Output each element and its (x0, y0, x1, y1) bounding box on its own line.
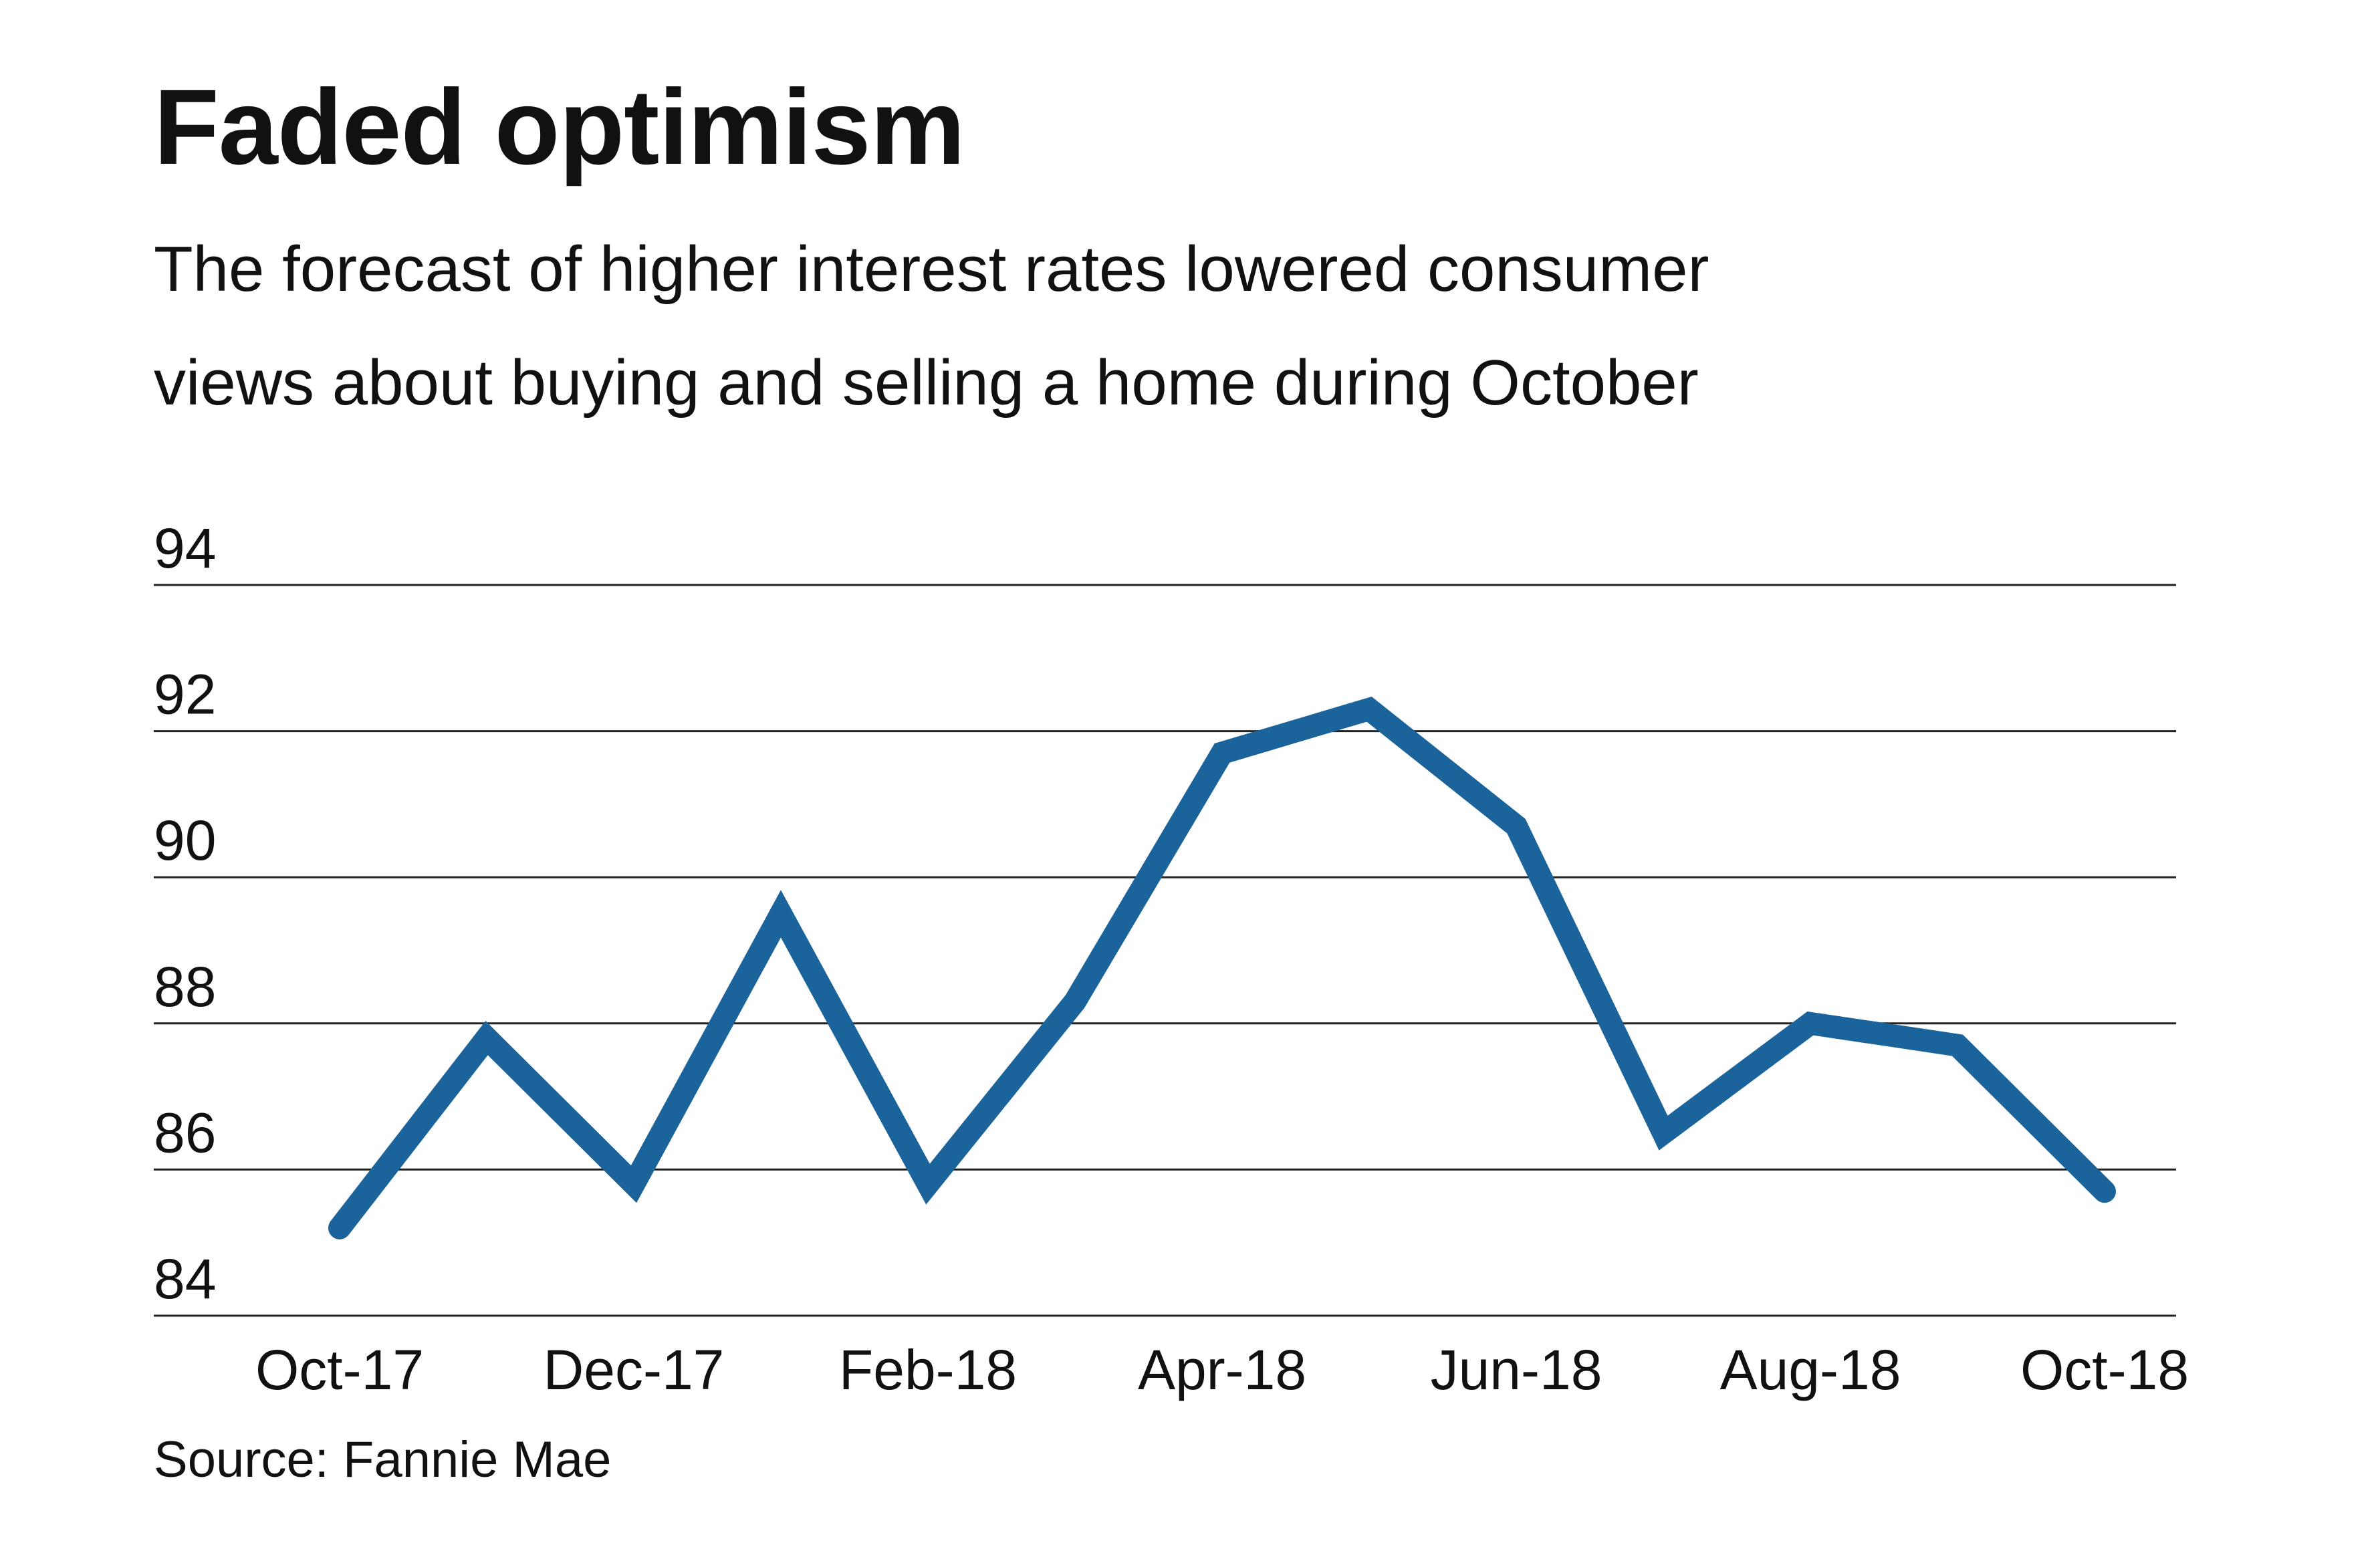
data-point (1221, 751, 1223, 755)
data-point (1809, 1022, 1812, 1025)
data-point (2103, 1190, 2106, 1193)
data-point (1074, 1000, 1076, 1003)
x-tick-label: Apr-18 (1138, 1338, 1306, 1401)
x-tick-label: Jun-18 (1431, 1338, 1602, 1401)
data-point (1956, 1044, 1959, 1047)
gridlines (154, 584, 2176, 1317)
y-axis-ticks: 84 86 88 90 92 94 (154, 517, 216, 1310)
data-point (780, 912, 782, 915)
y-tick-label: 84 (154, 1247, 216, 1310)
x-tick-label: Feb-18 (839, 1338, 1017, 1401)
x-tick-label: Dec-17 (544, 1338, 725, 1401)
series-line (328, 696, 2116, 1239)
source-note: Source: Fannie Mae (154, 1431, 612, 1488)
y-tick-label: 90 (154, 809, 216, 872)
data-point (927, 1183, 929, 1186)
data-point (338, 1226, 341, 1229)
y-tick-label: 86 (154, 1101, 216, 1164)
series-layer (328, 696, 2116, 1239)
data-point (485, 1036, 488, 1040)
data-point (1368, 707, 1371, 711)
x-tick-label: Oct-17 (255, 1338, 424, 1401)
y-tick-label: 94 (154, 517, 216, 580)
data-point (632, 1183, 635, 1186)
subtitle-line-1: The forecast of higher interest rates lo… (154, 233, 1709, 305)
x-tick-label: Oct-18 (2020, 1338, 2189, 1401)
data-point (1662, 1131, 1665, 1135)
chart-subtitle: The forecast of higher interest rates lo… (154, 213, 2260, 440)
subtitle-line-2: views about buying and selling a home du… (154, 347, 1699, 419)
chart-title: Faded optimism (154, 67, 965, 187)
data-point (1515, 824, 1518, 828)
y-tick-label: 92 (154, 663, 216, 726)
x-axis-ticks: Oct-17 Dec-17 Feb-18 Apr-18 Jun-18 Aug-18 Oct-… (255, 1338, 2189, 1401)
x-tick-label: Aug-18 (1720, 1338, 1901, 1401)
y-tick-label: 88 (154, 955, 216, 1018)
